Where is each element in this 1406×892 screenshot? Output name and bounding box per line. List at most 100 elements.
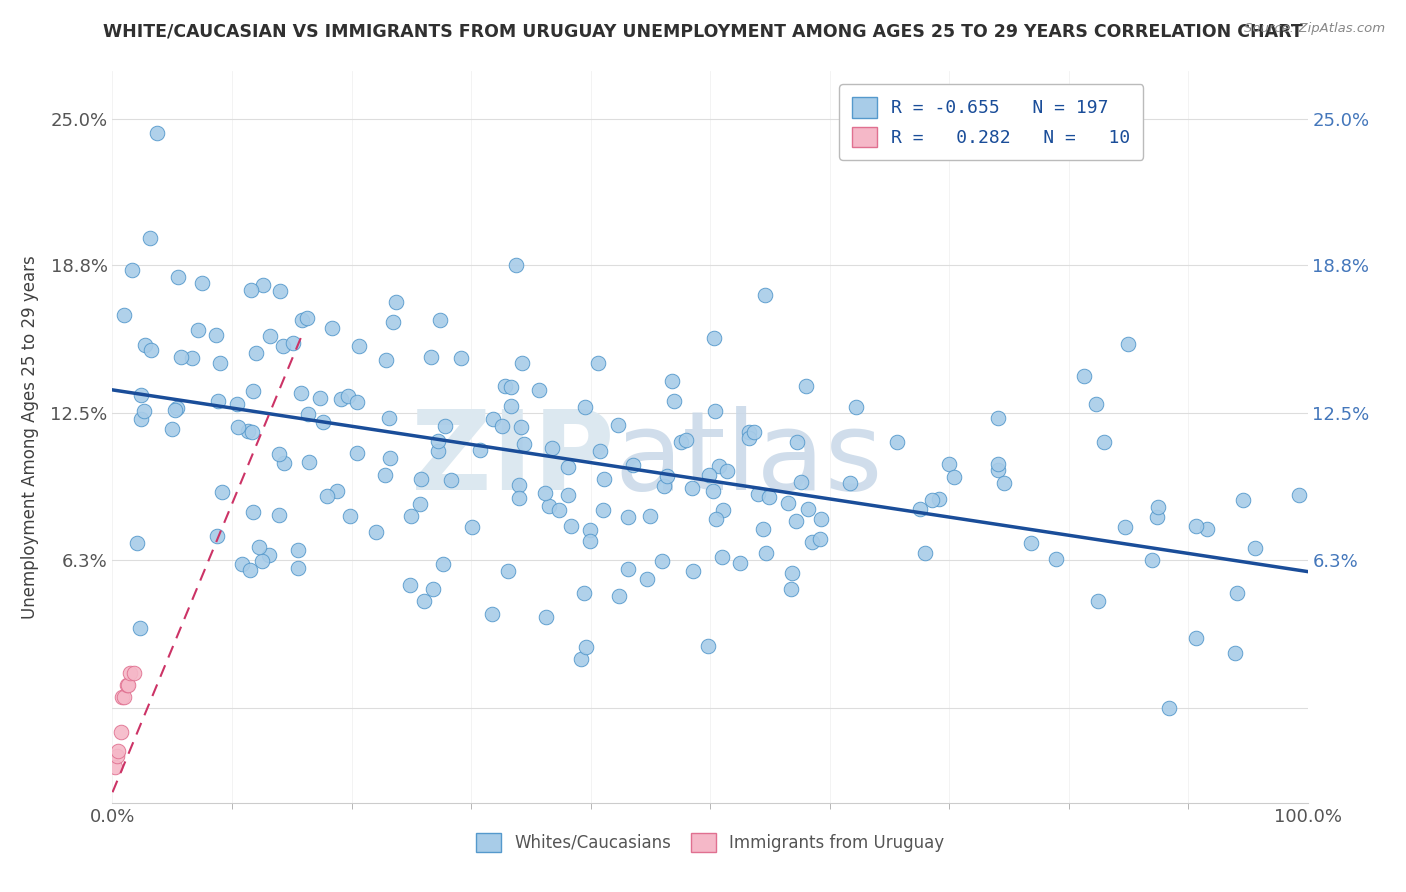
Point bbox=[638, 509, 661, 524]
Point bbox=[290, 385, 312, 400]
Point bbox=[547, 503, 569, 517]
Point bbox=[401, 509, 423, 524]
Point bbox=[716, 464, 738, 478]
Point bbox=[557, 460, 579, 475]
Point bbox=[1226, 586, 1249, 600]
Point bbox=[790, 475, 813, 489]
Point bbox=[703, 331, 725, 345]
Point bbox=[607, 589, 630, 603]
Point bbox=[697, 639, 720, 653]
Point bbox=[267, 447, 290, 461]
Point bbox=[291, 312, 314, 326]
Point bbox=[810, 512, 832, 526]
Point bbox=[697, 467, 720, 482]
Point bbox=[427, 434, 450, 449]
Point bbox=[207, 394, 229, 409]
Point bbox=[139, 231, 162, 245]
Point bbox=[104, 760, 127, 774]
Point bbox=[908, 501, 931, 516]
Point bbox=[346, 395, 368, 409]
Point bbox=[247, 541, 270, 555]
Point bbox=[378, 410, 401, 425]
Point bbox=[252, 277, 274, 292]
Point bbox=[780, 582, 803, 596]
Point bbox=[1146, 510, 1168, 524]
Point bbox=[758, 491, 780, 505]
Point bbox=[1092, 434, 1115, 449]
Point bbox=[914, 546, 936, 560]
Point bbox=[134, 403, 156, 417]
Point bbox=[606, 418, 628, 433]
Point bbox=[669, 435, 692, 450]
Point bbox=[187, 323, 209, 337]
Point bbox=[1244, 541, 1267, 555]
Point bbox=[122, 666, 145, 681]
Point bbox=[245, 346, 267, 360]
Point bbox=[738, 425, 761, 439]
Point bbox=[572, 585, 595, 599]
Point bbox=[461, 520, 484, 534]
Legend: Whites/Caucasians, Immigrants from Uruguay: Whites/Caucasians, Immigrants from Urugu… bbox=[467, 824, 953, 860]
Point bbox=[382, 315, 405, 329]
Point bbox=[800, 534, 823, 549]
Point bbox=[494, 378, 516, 392]
Point bbox=[1223, 646, 1246, 660]
Point bbox=[702, 483, 724, 498]
Point bbox=[257, 548, 280, 562]
Point bbox=[993, 475, 1015, 490]
Point bbox=[1232, 493, 1254, 508]
Point bbox=[662, 394, 685, 409]
Point bbox=[987, 411, 1010, 425]
Point bbox=[312, 415, 335, 429]
Point bbox=[146, 126, 169, 140]
Point bbox=[242, 505, 264, 519]
Point bbox=[413, 593, 436, 607]
Point bbox=[107, 744, 129, 758]
Point bbox=[273, 456, 295, 470]
Point bbox=[1045, 551, 1067, 566]
Point bbox=[508, 491, 530, 505]
Point bbox=[730, 556, 752, 570]
Point bbox=[273, 339, 295, 353]
Point bbox=[1114, 520, 1136, 534]
Point bbox=[509, 419, 531, 434]
Point bbox=[1147, 500, 1170, 514]
Point bbox=[337, 389, 360, 403]
Point bbox=[411, 472, 433, 486]
Point bbox=[347, 339, 370, 353]
Point bbox=[651, 554, 673, 568]
Point bbox=[928, 491, 950, 506]
Point bbox=[703, 403, 725, 417]
Point bbox=[295, 311, 318, 326]
Point bbox=[326, 484, 349, 499]
Point bbox=[450, 351, 472, 365]
Point bbox=[114, 690, 135, 704]
Point bbox=[239, 283, 262, 297]
Point bbox=[508, 478, 530, 492]
Point bbox=[1185, 519, 1208, 533]
Point bbox=[738, 431, 761, 445]
Point bbox=[808, 532, 831, 546]
Point bbox=[205, 528, 228, 542]
Point bbox=[675, 433, 697, 447]
Point bbox=[780, 566, 803, 581]
Point bbox=[374, 352, 396, 367]
Point bbox=[943, 470, 966, 484]
Point bbox=[316, 489, 339, 503]
Point bbox=[537, 499, 560, 513]
Point bbox=[661, 374, 683, 388]
Point bbox=[111, 690, 134, 704]
Point bbox=[1019, 536, 1042, 550]
Point bbox=[704, 512, 727, 526]
Point bbox=[211, 484, 233, 499]
Point bbox=[238, 425, 260, 439]
Text: Source: ZipAtlas.com: Source: ZipAtlas.com bbox=[1244, 22, 1385, 36]
Point bbox=[579, 524, 602, 538]
Point bbox=[422, 582, 444, 596]
Point bbox=[921, 492, 943, 507]
Point bbox=[786, 435, 808, 450]
Point bbox=[534, 609, 557, 624]
Point bbox=[287, 561, 309, 575]
Point bbox=[432, 557, 454, 571]
Point bbox=[1157, 701, 1180, 715]
